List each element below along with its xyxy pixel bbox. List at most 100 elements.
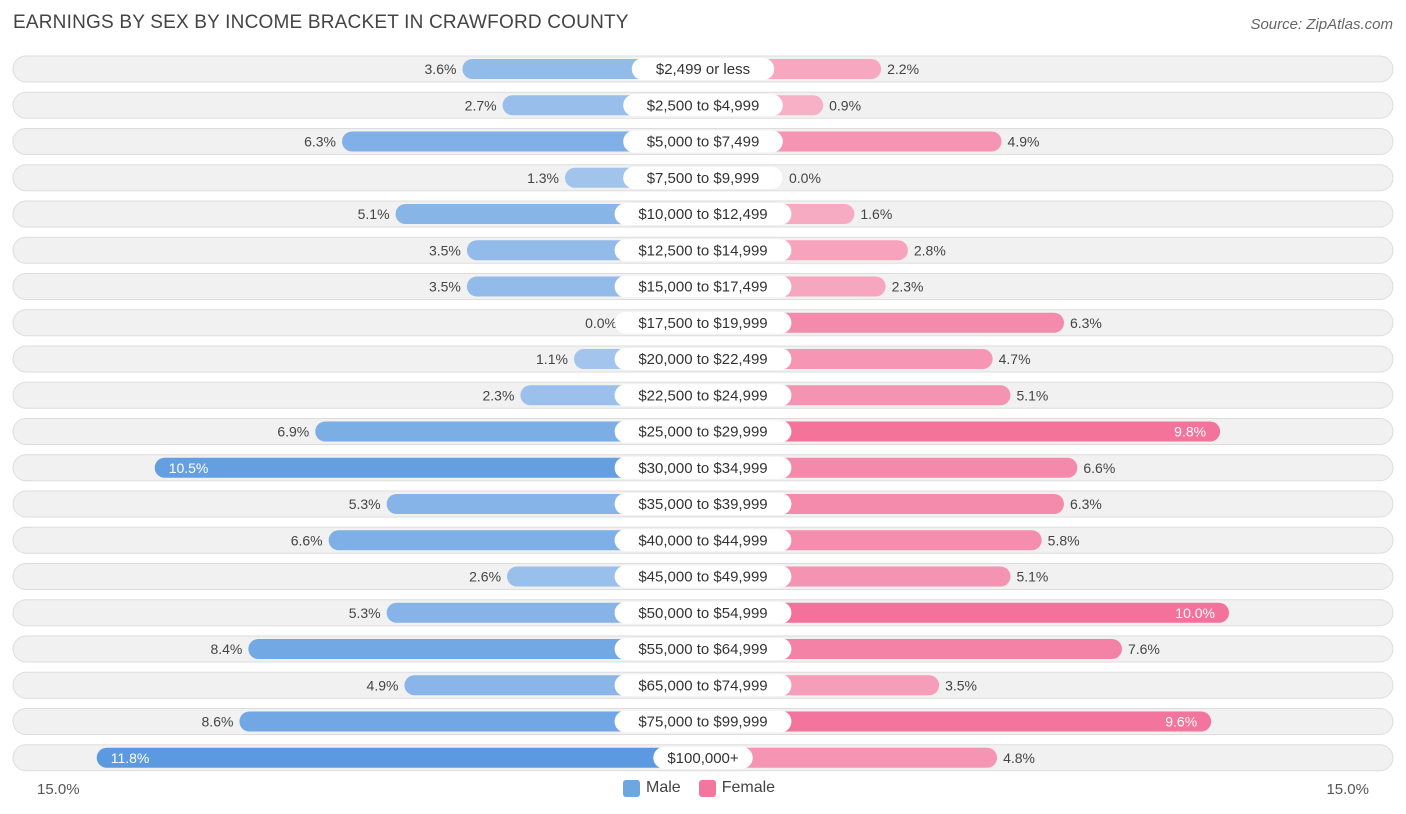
bar-male: [96, 747, 704, 768]
value-label-female: 10.0%: [1175, 605, 1215, 621]
category-pill: [623, 94, 783, 117]
category-label: $12,500 to $14,999: [638, 242, 767, 259]
bar-male: [342, 131, 703, 152]
bar-female: [703, 494, 1064, 514]
category-pill: [614, 710, 792, 733]
category-pill: [614, 275, 792, 298]
category-label: $17,500 to $19,999: [638, 315, 767, 332]
value-label-female: 2.3%: [892, 279, 924, 295]
bar-female: [703, 421, 1221, 442]
value-label-female: 3.5%: [945, 677, 977, 693]
category-label: $22,500 to $24,999: [638, 387, 767, 404]
category-label: $30,000 to $34,999: [638, 460, 767, 477]
category-label: $5,000 to $7,499: [647, 134, 760, 151]
value-label-male: 11.8%: [111, 750, 150, 766]
bar-male: [239, 711, 703, 732]
value-label-male: 5.1%: [358, 206, 390, 222]
value-label-female: 5.1%: [1016, 569, 1048, 585]
legend-item-female: Female: [698, 779, 776, 797]
value-label-male: 6.9%: [277, 424, 309, 440]
bar-male: [154, 457, 703, 478]
value-label-male: 3.5%: [429, 242, 461, 258]
value-label-female: 6.6%: [1083, 460, 1115, 476]
category-label: $15,000 to $17,499: [638, 279, 767, 296]
value-label-female: 7.6%: [1128, 641, 1160, 657]
category-label: $50,000 to $54,999: [638, 605, 767, 622]
source-label: Source: ZipAtlas.com: [1250, 16, 1393, 33]
category-label: $65,000 to $74,999: [638, 677, 767, 694]
axis-left-label: 15.0%: [37, 781, 80, 798]
category-label: $2,500 to $4,999: [647, 97, 760, 114]
value-label-female: 0.9%: [829, 97, 861, 113]
value-label-female: 4.8%: [1003, 750, 1035, 766]
value-label-male: 5.3%: [349, 496, 381, 512]
value-label-male: 2.7%: [465, 97, 497, 113]
value-label-male: 4.9%: [367, 677, 399, 693]
category-pill: [623, 166, 783, 189]
value-label-male: 1.3%: [527, 170, 559, 186]
category-pill: [614, 420, 792, 443]
value-label-male: 0.0%: [585, 315, 617, 331]
value-label-male: 6.6%: [291, 532, 323, 548]
value-label-female: 6.3%: [1070, 315, 1102, 331]
bar-male: [328, 530, 703, 551]
category-pill: [614, 529, 792, 552]
value-label-male: 6.3%: [304, 134, 336, 150]
value-label-female: 4.9%: [1008, 134, 1040, 150]
value-label-female: 5.8%: [1048, 532, 1080, 548]
value-label-female: 4.7%: [999, 351, 1031, 367]
category-label: $40,000 to $44,999: [638, 532, 767, 549]
category-label: $20,000 to $22,499: [638, 351, 767, 368]
bar-female: [703, 457, 1078, 478]
legend: Male Female: [623, 779, 793, 797]
category-pill: [631, 58, 775, 80]
category-pill: [614, 384, 792, 407]
category-label: $75,000 to $99,999: [638, 714, 767, 731]
chart-title: EARNINGS BY SEX BY INCOME BRACKET IN CRA…: [13, 12, 629, 33]
legend-item-male: Male: [623, 779, 681, 797]
category-pill: [623, 130, 783, 153]
value-label-female: 5.1%: [1016, 387, 1048, 403]
category-pill: [614, 638, 792, 660]
value-label-female: 1.6%: [860, 206, 892, 222]
value-label-female: 0.0%: [789, 170, 821, 186]
category-label: $10,000 to $12,499: [638, 206, 767, 223]
bar-male: [248, 639, 704, 659]
value-label-male: 1.1%: [536, 351, 568, 367]
bar-male: [315, 421, 703, 442]
category-pill: [614, 565, 792, 588]
legend-swatch-female: [698, 779, 716, 797]
value-label-male: 5.3%: [349, 605, 381, 621]
value-label-male: 10.5%: [169, 460, 209, 476]
bar-female: [703, 711, 1212, 732]
value-label-male: 3.5%: [429, 279, 461, 295]
axis-right-label: 15.0%: [1326, 781, 1369, 798]
bar-female: [703, 312, 1064, 333]
category-pill: [614, 456, 792, 479]
category-label: $100,000+: [667, 750, 739, 767]
category-label: $45,000 to $49,999: [638, 569, 767, 586]
value-label-male: 8.4%: [210, 641, 242, 657]
bar-female: [703, 639, 1122, 659]
category-pill: [614, 239, 792, 262]
category-label: $7,500 to $9,999: [647, 170, 760, 187]
category-label: $35,000 to $39,999: [638, 496, 767, 513]
category-label: $25,000 to $29,999: [638, 424, 767, 441]
bar-female: [703, 747, 998, 768]
category-pill: [614, 311, 792, 334]
category-label: $2,499 or less: [656, 61, 750, 78]
legend-swatch-male: [623, 779, 640, 797]
value-label-female: 9.8%: [1174, 424, 1206, 440]
value-label-male: 3.6%: [425, 61, 457, 77]
category-pill: [614, 348, 792, 370]
category-pill: [614, 674, 792, 697]
category-label: $55,000 to $64,999: [638, 641, 767, 658]
legend-label-female: Female: [721, 779, 776, 796]
bar-chart: 3.6% 2.2% $2,499 or less 2.7% 0.9% $2,500 to …: [12, 55, 1394, 772]
category-pill: [614, 493, 792, 515]
value-label-male: 8.6%: [202, 714, 234, 730]
value-label-male: 2.6%: [469, 569, 501, 585]
value-label-female: 9.6%: [1165, 714, 1197, 730]
bar-female: [703, 602, 1229, 623]
category-pill: [653, 746, 753, 769]
